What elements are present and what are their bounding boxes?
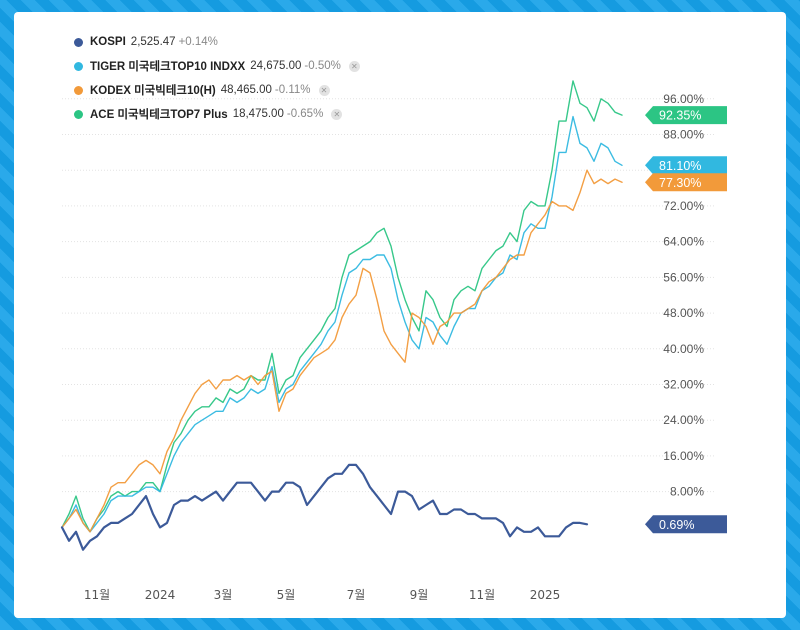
- legend-item[interactable]: ACE 미국빅테크TOP7 Plus 18,475.00 -0.65% ✕: [74, 102, 360, 126]
- legend-marker: [74, 109, 83, 119]
- y-tick-label: 32.00%: [663, 378, 704, 392]
- y-axis-ticks: 96.00%88.00%80.00%72.00%64.00%56.00%48.0…: [663, 92, 704, 499]
- y-gridlines: [62, 98, 714, 493]
- x-tick-label: 2024: [145, 588, 176, 602]
- x-axis-ticks: 11월 2024 3월 5월 7월 9월 11월 2025: [84, 588, 560, 602]
- y-tick-label: 64.00%: [663, 235, 704, 249]
- x-tick-label: 9월: [410, 588, 429, 602]
- legend-item[interactable]: KOSPI 2,525.47 +0.14%: [74, 30, 360, 54]
- close-icon[interactable]: ✕: [318, 84, 330, 96]
- chart-card: 96.00%88.00%80.00%72.00%64.00%56.00%48.0…: [14, 12, 786, 618]
- legend-marker: [74, 37, 83, 47]
- y-tick-label: 56.00%: [663, 270, 704, 284]
- y-tick-label: 88.00%: [663, 128, 704, 142]
- x-tick-label: 11월: [84, 588, 110, 602]
- last-value-tag-label: 92.35%: [659, 109, 701, 123]
- legend-price: 2,525.47: [130, 36, 176, 48]
- comparison-line-chart[interactable]: 96.00%88.00%80.00%72.00%64.00%56.00%48.0…: [14, 12, 786, 618]
- close-icon[interactable]: ✕: [348, 60, 360, 72]
- series-line-3[interactable]: [60, 463, 589, 551]
- legend-change: -0.65%: [286, 108, 324, 120]
- series-line-1[interactable]: [61, 115, 623, 533]
- last-value-tag-bg: [645, 515, 727, 534]
- last-value-tag-bg: [645, 173, 727, 192]
- last-value-tags: 92.35% 81.10% 77.30% 0.69%: [645, 106, 727, 534]
- legend-change: +0.14%: [178, 36, 218, 48]
- legend-series-name: KOSPI: [90, 36, 126, 48]
- legend-item[interactable]: TIGER 미국테크TOP10 INDXX 24,675.00 -0.50% ✕: [74, 54, 360, 78]
- legend-change: -0.11%: [274, 84, 311, 96]
- legend-price: 18,475.00: [232, 108, 284, 120]
- chart-legend: KOSPI 2,525.47 +0.14% TIGER 미국테크TOP10 INDXX…: [74, 30, 360, 126]
- legend-item[interactable]: KODEX 미국빅테크10(H) 48,465.00 -0.11% ✕: [74, 78, 360, 102]
- legend-series-name: TIGER 미국테크TOP10 INDXX: [90, 61, 246, 73]
- legend-marker: [74, 61, 83, 71]
- y-tick-label: 96.00%: [663, 92, 704, 106]
- x-tick-label: 11월: [469, 588, 495, 602]
- close-icon[interactable]: ✕: [331, 108, 343, 120]
- legend-price: 24,675.00: [250, 60, 302, 72]
- last-value-tag-bg: [645, 106, 727, 125]
- legend-price: 48,465.00: [220, 84, 272, 96]
- x-tick-label: 2025: [530, 588, 561, 602]
- y-tick-label: 72.00%: [663, 199, 704, 213]
- legend-change: -0.50%: [304, 60, 341, 72]
- legend-marker: [74, 85, 83, 95]
- last-value-tag-label: 81.10%: [659, 159, 701, 173]
- series-line-0[interactable]: [61, 80, 623, 533]
- series-line-2[interactable]: [61, 169, 623, 533]
- y-tick-label: 16.00%: [663, 449, 704, 463]
- last-value-tag-label: 77.30%: [659, 176, 701, 190]
- y-tick-label: 40.00%: [663, 342, 704, 356]
- y-tick-label: 24.00%: [663, 413, 704, 427]
- series-lines: [60, 80, 623, 551]
- y-tick-label: 48.00%: [663, 306, 704, 320]
- legend-series-name: ACE 미국빅테크TOP7 Plus: [90, 109, 228, 121]
- x-tick-label: 5월: [277, 588, 296, 602]
- last-value-tag-label: 0.69%: [659, 518, 694, 532]
- x-tick-label: 7월: [347, 588, 366, 602]
- last-value-tag-bg: [645, 156, 727, 175]
- legend-series-name: KODEX 미국빅테크10(H): [90, 85, 216, 97]
- x-tick-label: 3월: [214, 588, 233, 602]
- y-tick-label: 8.00%: [670, 485, 704, 499]
